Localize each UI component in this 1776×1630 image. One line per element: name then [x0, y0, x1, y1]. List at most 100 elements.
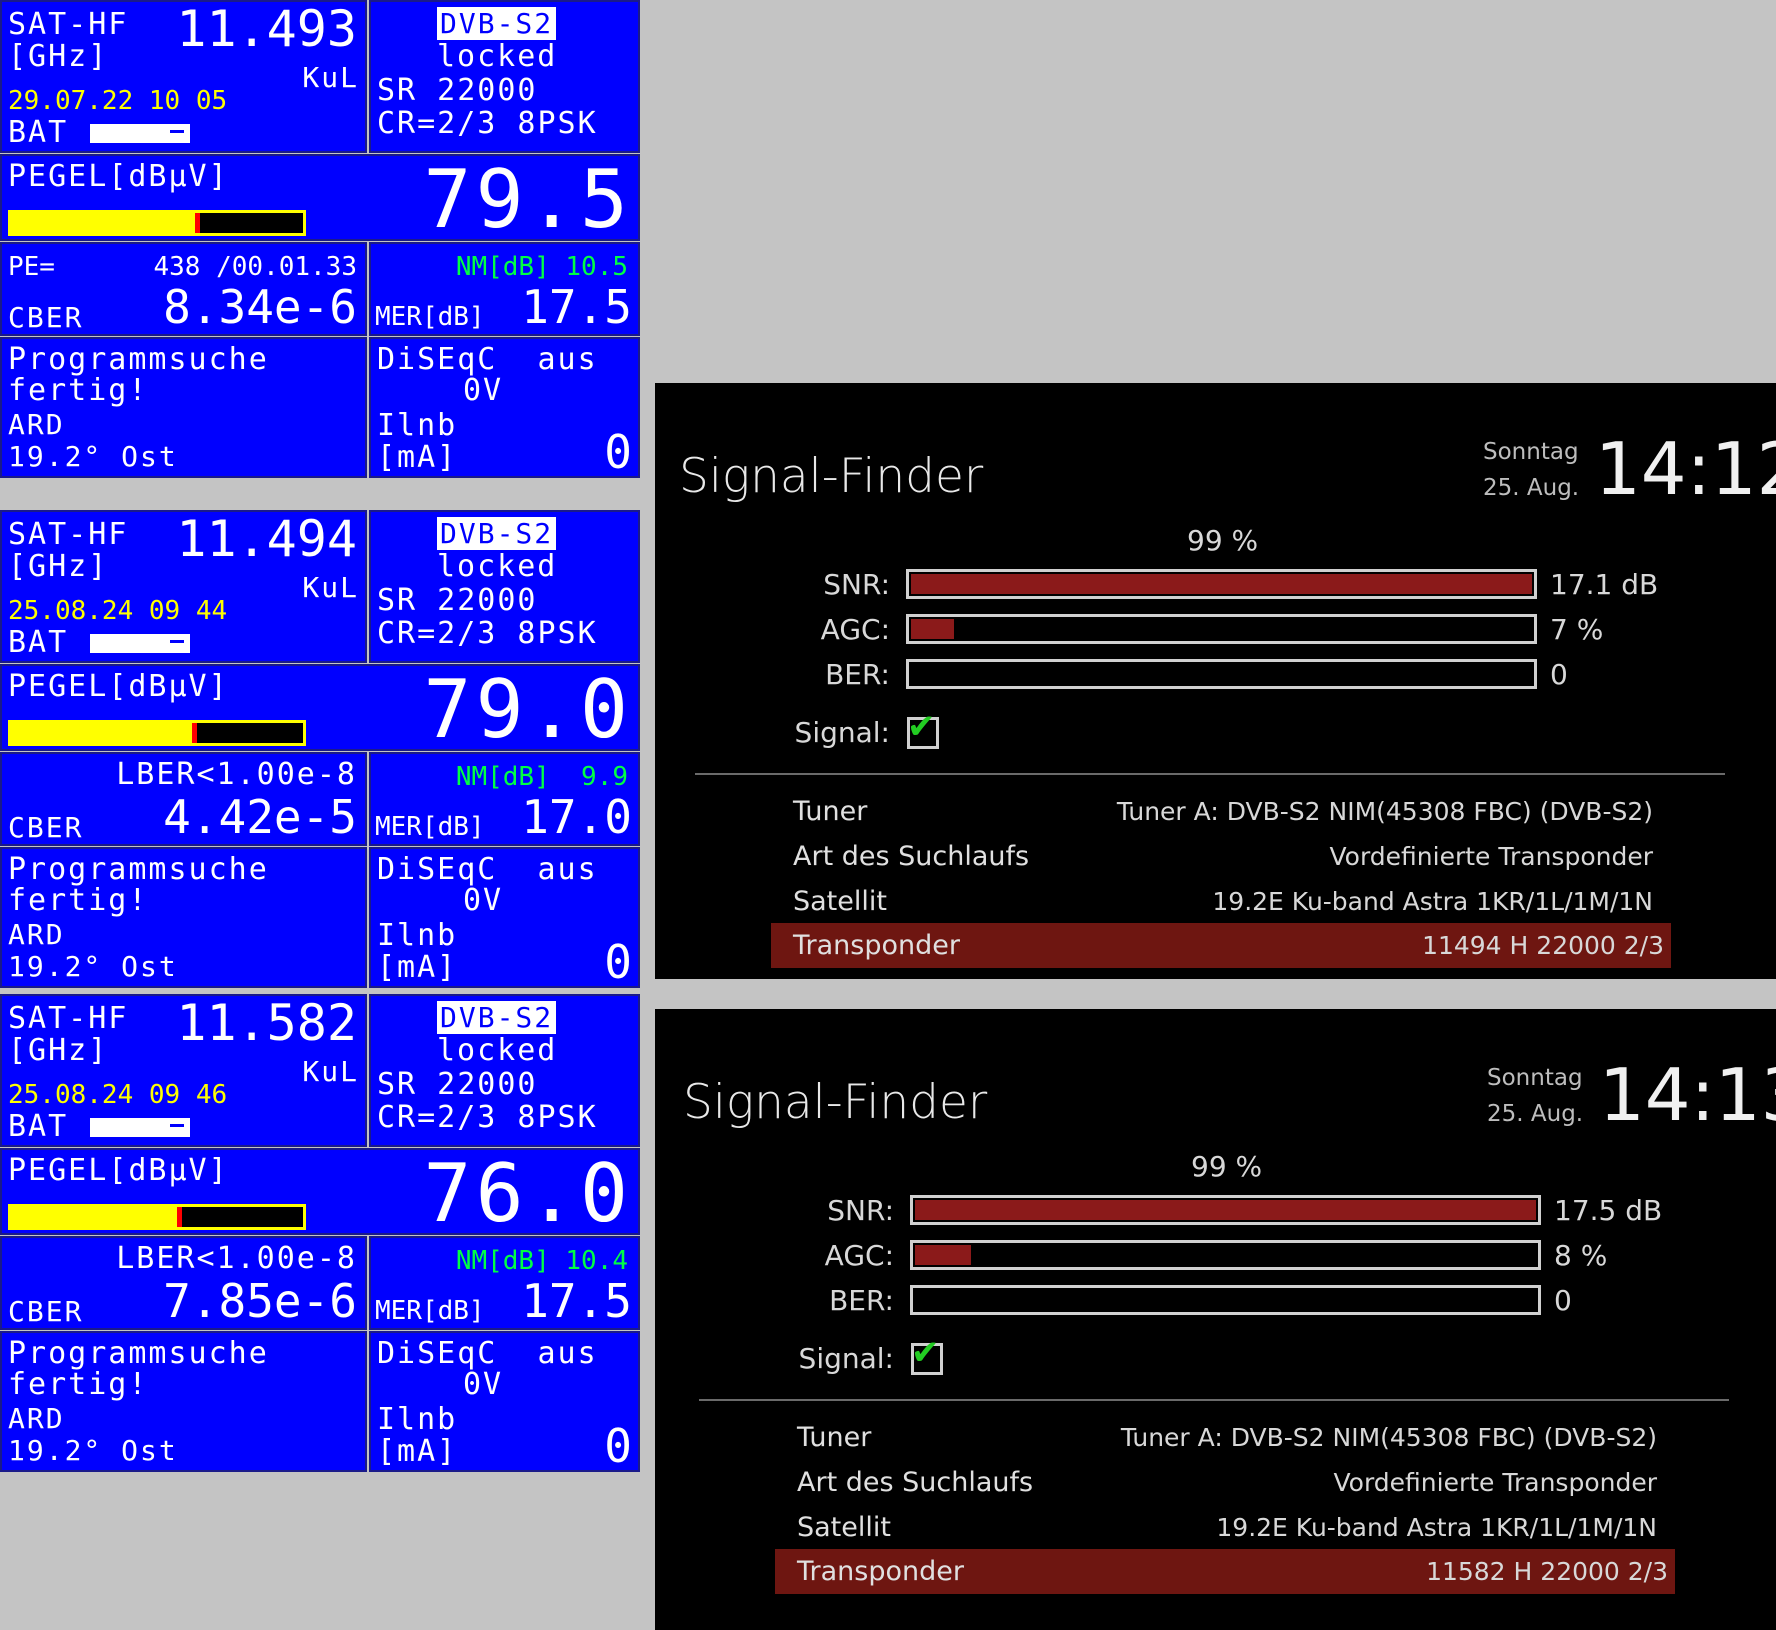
program-name: ARD [8, 918, 65, 951]
battery-icon [90, 634, 190, 653]
snr-value: 17.1 dB [1550, 568, 1659, 601]
cber-label: CBER [8, 301, 84, 334]
mer-cell: NM[dB] 9.9 MER[dB] 17.0 [369, 752, 640, 846]
tuner-label: Tuner [793, 796, 868, 827]
search-type-label: Art des Suchlaufs [793, 841, 1030, 872]
mer-value: 17.5 [521, 1274, 632, 1328]
ber-cell: LBER<1.00e-8 CBER 4.42e-5 [0, 752, 367, 846]
date-time: 25.08.24 09 46 [8, 1080, 228, 1110]
agc-bar [910, 1240, 1541, 1270]
frequency-cell: SAT-HF [GHz] 11.494 KuL 25.08.24 09 44 B… [0, 510, 367, 663]
mer-value: 17.5 [521, 280, 632, 334]
agc-label: AGC: [820, 613, 890, 646]
ber-cell: PE= 438 /00.01.33 CBER 8.34e-6 [0, 242, 367, 336]
agc-label: AGC: [824, 1239, 894, 1272]
ber-label: BER: [825, 658, 890, 691]
symbol-rate: SR 22000 [377, 73, 538, 108]
mer-value: 17.0 [521, 790, 632, 844]
check-icon: ✔ [907, 707, 936, 747]
meter-panel-2: SAT-HF [GHz] 11.494 KuL 25.08.24 09 44 B… [0, 510, 640, 988]
pegel-value: 79.0 [423, 664, 632, 751]
signal-label: Signal: [798, 1342, 894, 1375]
band-label: KuL [302, 61, 359, 94]
nm-value: NM[dB] 9.9 [455, 762, 628, 792]
symbol-rate: SR 22000 [377, 583, 538, 618]
band-label: KuL [302, 571, 359, 604]
diseqc-cell: DiSEqC aus 0V Ilnb [mA] 0 [369, 847, 640, 988]
check-icon: ✔ [911, 1333, 940, 1373]
agc-value: 8 % [1554, 1239, 1608, 1272]
screen-title: Signal-Finder [679, 449, 984, 504]
lock-status: locked [437, 39, 558, 74]
weekday: Sonntag [1487, 1065, 1583, 1091]
snr-bar-fill [915, 1200, 1536, 1220]
ber-label: BER: [829, 1284, 894, 1317]
snr-label: SNR: [827, 1194, 894, 1227]
tuner-label: Tuner [797, 1422, 872, 1453]
level-cell: PEGEL[dBµV] 76.0 [0, 1148, 640, 1235]
level-bar [8, 720, 306, 746]
agc-bar-fill [911, 619, 955, 639]
mer-label: MER[dB] [375, 1296, 485, 1326]
level-bar-marker [192, 723, 198, 743]
battery-label: BAT [8, 625, 69, 660]
search-cell: Programmsuche fertig! ARD 19.2° Ost [0, 847, 367, 988]
cber-label: CBER [8, 811, 84, 844]
search-status-line1: Programmsuche [8, 1336, 269, 1371]
nm-value: NM[dB] 10.4 [455, 1246, 628, 1276]
agc-bar [906, 614, 1537, 644]
mer-label: MER[dB] [375, 812, 485, 842]
ber-bar [910, 1285, 1541, 1315]
signal-percent: 99 % [1187, 524, 1259, 557]
ilnb-label: Ilnb [377, 918, 458, 953]
transponder-row[interactable]: Transponder 11494 H 22000 2/3 [771, 923, 1671, 968]
search-cell: Programmsuche fertig! ARD 19.2° Ost [0, 337, 367, 478]
search-status-line2: fertig! [8, 1367, 149, 1402]
search-status-line1: Programmsuche [8, 852, 269, 887]
transponder-row[interactable]: Transponder 11582 H 22000 2/3 [775, 1549, 1675, 1594]
ber-value: 0 [1550, 658, 1568, 691]
dvb-standard: DVB-S2 [437, 1001, 557, 1034]
diseqc-cell: DiSEqC aus 0V Ilnb [mA] 0 [369, 1331, 640, 1472]
diseqc-cell: DiSEqC aus 0V Ilnb [mA] 0 [369, 337, 640, 478]
pegel-label: PEGEL[dBµV] [8, 1153, 229, 1188]
pe-label: PE= [8, 252, 55, 282]
pegel-value: 79.5 [423, 154, 632, 241]
weekday: Sonntag [1483, 439, 1579, 465]
lock-status: locked [437, 1033, 558, 1068]
level-cell: PEGEL[dBµV] 79.5 [0, 154, 640, 241]
agc-bar-fill [915, 1245, 971, 1265]
ilnb-label: Ilnb [377, 1402, 458, 1437]
ber-cell: LBER<1.00e-8 CBER 7.85e-6 [0, 1236, 367, 1330]
ma-label: [mA] [377, 1434, 458, 1469]
signal-label: Signal: [794, 716, 890, 749]
level-bar-marker [177, 1207, 183, 1227]
meter-panel-3: SAT-HF [GHz] 11.582 KuL 25.08.24 09 46 B… [0, 994, 640, 1472]
snr-value: 17.5 dB [1554, 1194, 1663, 1227]
dvb-standard: DVB-S2 [437, 517, 557, 550]
frequency-cell: SAT-HF [GHz] 11.493 KuL 29.07.22 10 05 B… [0, 0, 367, 153]
meter-panel-1: SAT-HF [GHz] 11.493 KuL 29.07.22 10 05 B… [0, 0, 640, 478]
ma-label: [mA] [377, 950, 458, 985]
battery-label: BAT [8, 115, 69, 150]
transponder-label: Transponder [793, 930, 960, 961]
lnb-voltage: 0V [463, 1367, 504, 1402]
snr-bar-fill [911, 574, 1532, 594]
sat-hf-label: SAT-HF [8, 1001, 129, 1036]
clock: 14:13 [1599, 1053, 1776, 1137]
tuner-value: Tuner A: DVB-S2 NIM(45308 FBC) (DVB-S2) [1120, 1423, 1657, 1452]
orbit-position: 19.2° Ost [8, 440, 178, 473]
snr-bar [906, 569, 1537, 599]
mer-label: MER[dB] [375, 302, 485, 332]
date: 25. Aug. [1487, 1101, 1584, 1127]
ghz-label: [GHz] [8, 549, 109, 584]
dvb-status-cell: DVB-S2 locked SR 22000 CR=2/3 8PSK [369, 510, 640, 663]
ma-label: [mA] [377, 440, 458, 475]
level-bar [8, 1204, 306, 1230]
ilnb-label: Ilnb [377, 408, 458, 443]
tuner-value: Tuner A: DVB-S2 NIM(45308 FBC) (DVB-S2) [1116, 797, 1653, 826]
level-bar-fill [11, 213, 195, 233]
orbit-position: 19.2° Ost [8, 1434, 178, 1467]
level-cell: PEGEL[dBµV] 79.0 [0, 664, 640, 751]
code-rate: CR=2/3 8PSK [377, 616, 598, 651]
